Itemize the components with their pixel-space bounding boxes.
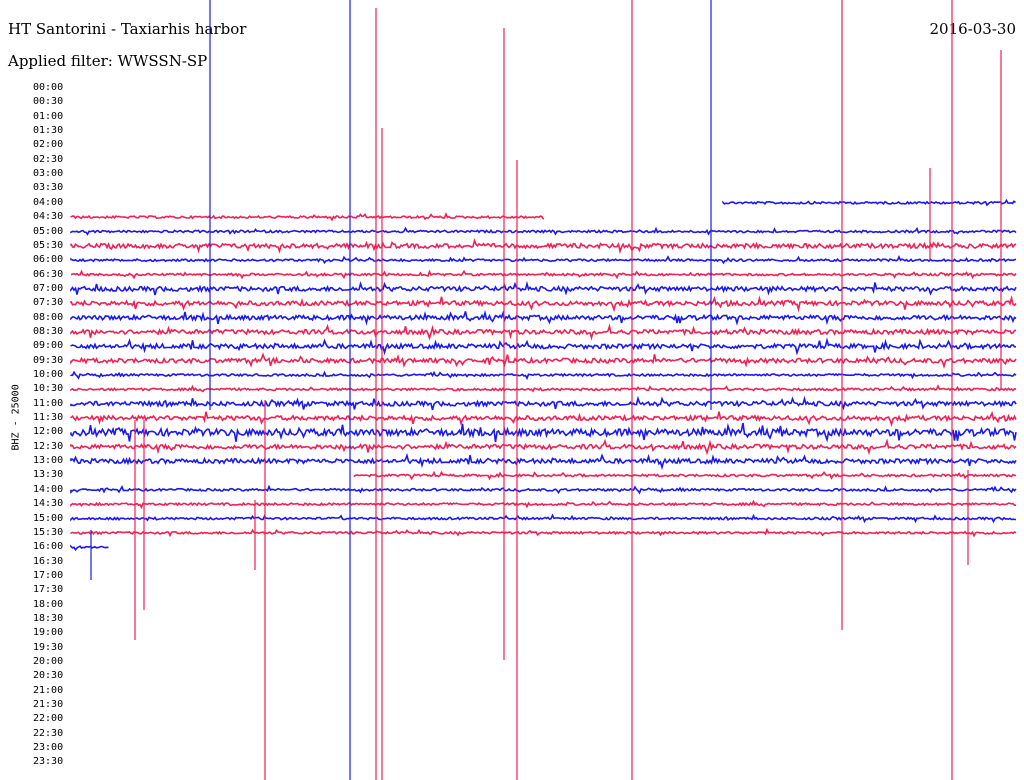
time-tick-label: 05:00 bbox=[33, 225, 64, 237]
time-tick-label: 21:00 bbox=[33, 684, 64, 696]
time-tick-label: 14:00 bbox=[33, 483, 64, 495]
time-tick-label: 09:00 bbox=[33, 340, 64, 352]
time-tick-label: 01:00 bbox=[33, 110, 64, 122]
time-tick-label: 10:00 bbox=[33, 369, 64, 380]
time-tick-label: 06:00 bbox=[33, 254, 64, 266]
time-tick-label: 19:30 bbox=[33, 641, 64, 653]
time-tick-label: 13:30 bbox=[33, 469, 64, 481]
trace-row bbox=[70, 212, 545, 222]
time-tick-label: 18:00 bbox=[33, 598, 64, 610]
time-tick-label: 16:30 bbox=[33, 555, 64, 567]
time-tick-label: 08:30 bbox=[33, 325, 64, 337]
trace-row bbox=[70, 323, 1017, 341]
trace-row bbox=[70, 226, 1017, 236]
trace-row bbox=[70, 238, 1017, 255]
trace-row bbox=[70, 484, 1017, 495]
time-tick-label: 15:30 bbox=[33, 526, 64, 538]
time-tick-label: 00:30 bbox=[33, 96, 64, 108]
time-tick-label: 13:00 bbox=[33, 455, 64, 467]
time-tick-label: 18:30 bbox=[33, 612, 64, 624]
time-tick-label: 03:30 bbox=[33, 182, 64, 194]
trace-row bbox=[70, 438, 1017, 456]
time-tick-label: 11:00 bbox=[33, 397, 64, 409]
time-tick-label: 05:30 bbox=[33, 239, 64, 251]
time-tick-label: 17:30 bbox=[33, 584, 64, 596]
trace-row bbox=[70, 499, 1016, 510]
time-tick-label: 12:00 bbox=[33, 426, 64, 438]
time-tick-label: 09:30 bbox=[33, 354, 64, 366]
time-tick-label: 14:30 bbox=[33, 498, 64, 510]
time-tick-label: 02:30 bbox=[33, 153, 64, 165]
time-tick-label: 03:00 bbox=[33, 168, 64, 180]
trace-row bbox=[70, 527, 1017, 538]
trace-row bbox=[353, 470, 1017, 481]
trace-row bbox=[70, 513, 1017, 524]
trace-row bbox=[70, 352, 1017, 369]
time-tick-label: 06:30 bbox=[33, 268, 64, 280]
trace-row bbox=[70, 254, 1017, 265]
trace-row bbox=[70, 452, 1017, 471]
trace-row bbox=[70, 280, 1017, 296]
time-tick-label: 22:30 bbox=[33, 727, 64, 739]
time-tick-label: 16:00 bbox=[33, 541, 64, 553]
time-tick-label: 11:30 bbox=[33, 412, 64, 424]
filter-label: Applied filter: WWSSN-SP bbox=[8, 52, 208, 70]
trace-row bbox=[70, 269, 1017, 280]
time-tick-label: 12:30 bbox=[33, 440, 64, 452]
trace-row bbox=[70, 422, 1017, 443]
trace-row bbox=[70, 544, 109, 552]
trace-row bbox=[70, 295, 1017, 313]
time-tick-label: 15:00 bbox=[33, 512, 64, 524]
trace-row bbox=[70, 395, 1017, 411]
time-tick-label: 04:00 bbox=[33, 196, 64, 208]
time-tick-label: 21:30 bbox=[33, 699, 64, 711]
time-tick-label: 08:00 bbox=[33, 311, 64, 323]
time-tick-label: 04:30 bbox=[33, 211, 64, 223]
time-tick-label: 10:30 bbox=[33, 383, 64, 395]
trace-row bbox=[70, 309, 1017, 326]
trace-row bbox=[722, 198, 1016, 207]
time-tick-label: 07:00 bbox=[33, 282, 64, 294]
time-axis: 00:00 00:30 01:00 01:30 02:00 02:30 03:00 03:30… bbox=[0, 0, 64, 780]
trace-row bbox=[70, 384, 1017, 393]
time-tick-label: 01:30 bbox=[33, 125, 64, 137]
time-tick-label: 17:00 bbox=[33, 569, 64, 581]
time-tick-label: 02:00 bbox=[33, 139, 64, 151]
time-tick-label: 19:00 bbox=[33, 627, 64, 639]
time-tick-label: 23:30 bbox=[33, 756, 64, 768]
time-tick-label: 00:00 bbox=[33, 82, 64, 93]
trace-row bbox=[70, 370, 1017, 381]
trace-row bbox=[70, 410, 1017, 428]
time-tick-label: 20:30 bbox=[33, 670, 64, 682]
time-tick-label: 22:00 bbox=[33, 713, 64, 725]
time-tick-label: 07:30 bbox=[33, 297, 64, 309]
trace-row bbox=[70, 337, 1017, 356]
time-tick-label: 23:00 bbox=[33, 742, 64, 754]
time-tick-label: 20:00 bbox=[33, 656, 64, 667]
station-title: HT Santorini - Taxiarhis harbor bbox=[8, 20, 247, 38]
date-label: 2016-03-30 bbox=[929, 20, 1016, 38]
